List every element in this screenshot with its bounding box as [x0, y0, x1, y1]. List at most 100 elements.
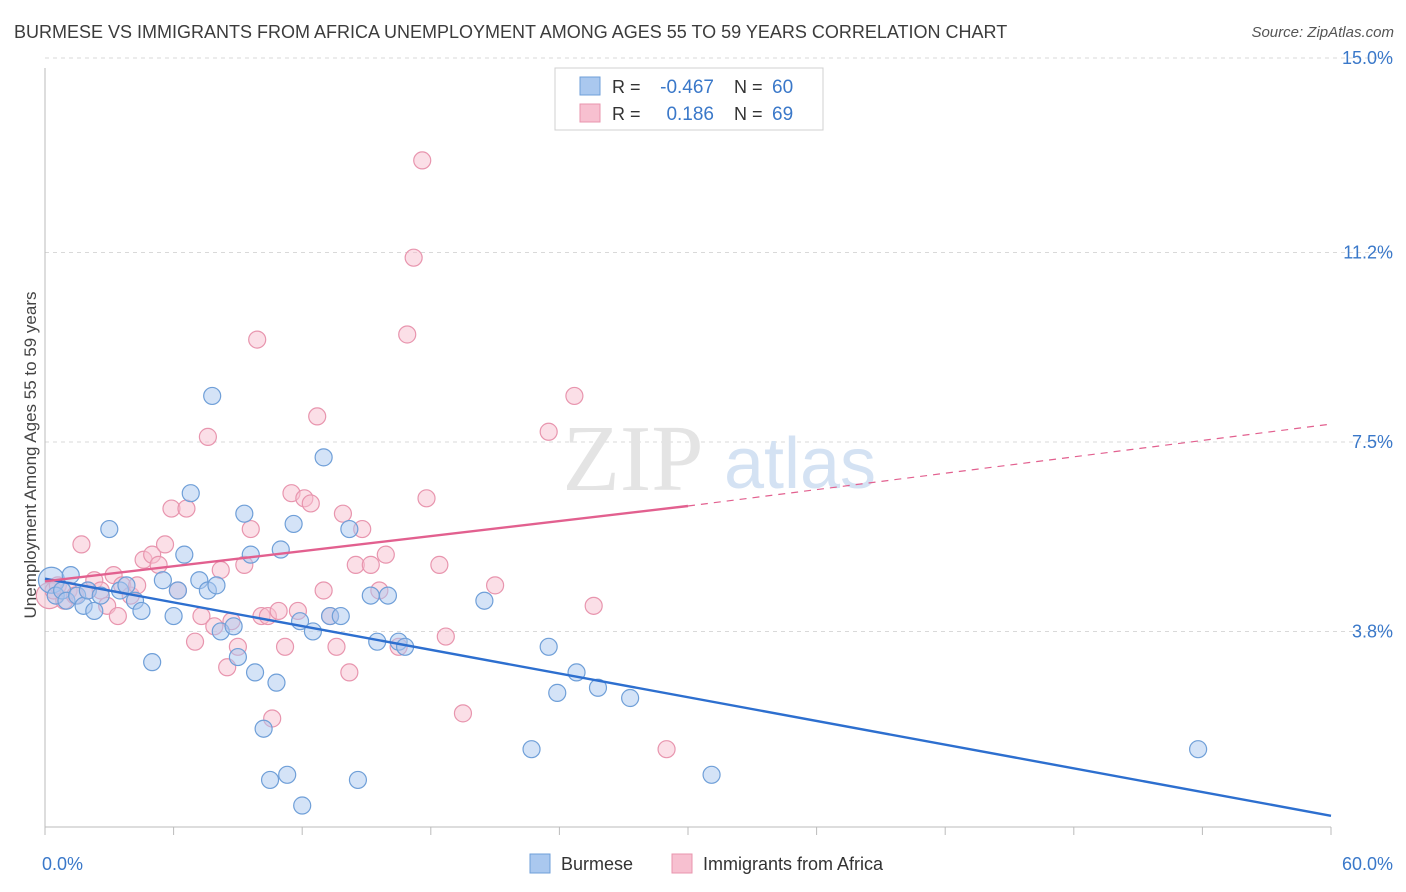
burmese-point-44	[348, 770, 368, 790]
burmese-point-57	[702, 765, 721, 784]
series-legend: Burmese Immigrants from Africa	[529, 853, 884, 874]
burmese-point-4	[61, 566, 80, 585]
africa-point-44	[314, 581, 333, 600]
africa-point-65	[584, 596, 603, 615]
y-axis-title: Unemployment Among Ages 55 to 59 years	[21, 292, 40, 619]
burmese-point-39	[303, 622, 323, 641]
africa-point-37	[269, 601, 288, 621]
stats-legend: R = -0.467 N = 60 R = 0.186 N = 69	[554, 67, 824, 131]
burmese-point-9	[91, 586, 110, 605]
africa-point-25	[198, 427, 217, 446]
africa-point-48	[340, 663, 359, 682]
y-tick-label-3: 15.0%	[1342, 48, 1393, 68]
africa-point-18	[149, 555, 168, 574]
africa-point-59	[430, 555, 449, 574]
africa-point-46	[327, 637, 346, 656]
y-tick-label-2: 11.2%	[1343, 243, 1393, 263]
stats-r-value-africa: 0.186	[666, 104, 714, 125]
stats-n-value-burmese: 60	[772, 77, 793, 98]
africa-point-62	[486, 576, 505, 595]
chart-title: BURMESE VS IMMIGRANTS FROM AFRICA UNEMPL…	[14, 22, 1008, 42]
burmese-point-24	[207, 576, 226, 595]
burmese-point-47	[378, 586, 398, 605]
burmese-point-19	[175, 545, 194, 564]
burmese-point-40	[314, 448, 333, 467]
legend-swatch-africa	[671, 853, 693, 874]
burmese-point-51	[522, 740, 541, 759]
africa-point-56	[404, 248, 423, 267]
burmese-point-16	[153, 571, 172, 590]
gridlines	[45, 57, 1392, 632]
legend-label-africa: Immigrants from Africa	[703, 854, 884, 874]
burmese-point-23	[203, 386, 222, 406]
burmese-point-26	[224, 617, 243, 636]
watermark-atlas: atlas	[724, 424, 876, 504]
stats-swatch-africa	[579, 103, 601, 123]
legend-label-burmese: Burmese	[561, 854, 633, 874]
africa-point-51	[361, 555, 380, 574]
africa-point-42	[301, 494, 320, 513]
stats-n-value-africa: 69	[772, 104, 793, 125]
burmese-point-56	[621, 688, 640, 708]
burmese-point-36	[284, 514, 303, 534]
burmese-point-12	[117, 576, 136, 595]
stats-swatch-burmese	[579, 76, 601, 96]
burmese-point-35	[278, 765, 297, 784]
trendline-africa-extension	[687, 423, 1332, 507]
burmese-point-50	[475, 591, 494, 610]
africa-point-64	[565, 386, 584, 406]
africa-point-57	[413, 151, 432, 170]
burmese-point-58	[1189, 740, 1208, 759]
burmese-point-45	[361, 586, 380, 605]
stats-n-label-burmese: N =	[734, 77, 763, 97]
africa-point-19	[155, 535, 175, 554]
y-tick-label-0: 3.8%	[1352, 621, 1393, 641]
africa-point-23	[185, 632, 205, 651]
burmese-point-17	[164, 606, 183, 626]
burmese-point-30	[245, 663, 265, 682]
africa-point-47	[333, 504, 353, 523]
watermark-zip: ZIP	[563, 407, 704, 511]
x-tick-labels: 0.0% 60.0%	[42, 854, 1393, 874]
africa-point-66	[657, 740, 676, 759]
africa-point-60	[436, 627, 455, 646]
stats-n-label-africa: N =	[734, 104, 763, 124]
trendline-africa	[44, 504, 689, 583]
africa-point-55	[398, 325, 417, 344]
africa-point-58	[417, 489, 436, 508]
burmese-point-32	[260, 770, 280, 790]
africa-point-6	[72, 535, 91, 554]
africa-point-53	[376, 545, 395, 564]
x-tick-label-1: 60.0%	[1342, 854, 1393, 874]
burmese-point-8	[85, 601, 104, 621]
y-tick-label-1: 7.5%	[1352, 432, 1393, 452]
legend-swatch-burmese	[529, 853, 551, 874]
trendline-burmese	[44, 577, 1332, 817]
axes	[44, 68, 1332, 835]
burmese-point-53	[548, 683, 567, 702]
africa-point-43	[308, 407, 327, 426]
burmese-point-52	[539, 637, 558, 656]
burmese-point-38	[293, 796, 312, 815]
burmese-point-20	[181, 484, 200, 503]
burmese-point-27	[228, 647, 247, 667]
burmese-point-14	[132, 601, 151, 621]
africa-point-61	[453, 704, 473, 723]
africa-point-27	[211, 560, 230, 580]
source-note: Source: ZipAtlas.com	[1251, 24, 1394, 41]
stats-r-value-burmese: -0.467	[660, 77, 714, 98]
stats-r-label-africa: R =	[612, 104, 641, 124]
stats-r-label-burmese: R =	[612, 77, 641, 97]
africa-point-38	[275, 637, 295, 656]
watermark: ZIP atlas	[563, 407, 877, 511]
burmese-point-33	[267, 673, 286, 692]
burmese-point-18	[168, 581, 187, 600]
africa-point-12	[108, 606, 127, 626]
burmese-point-43	[340, 519, 359, 539]
burmese-point-42	[331, 606, 350, 626]
burmese-point-31	[254, 719, 273, 738]
africa-point-63	[539, 422, 558, 441]
africa-point-22	[177, 499, 196, 518]
burmese-point-15	[143, 653, 162, 672]
